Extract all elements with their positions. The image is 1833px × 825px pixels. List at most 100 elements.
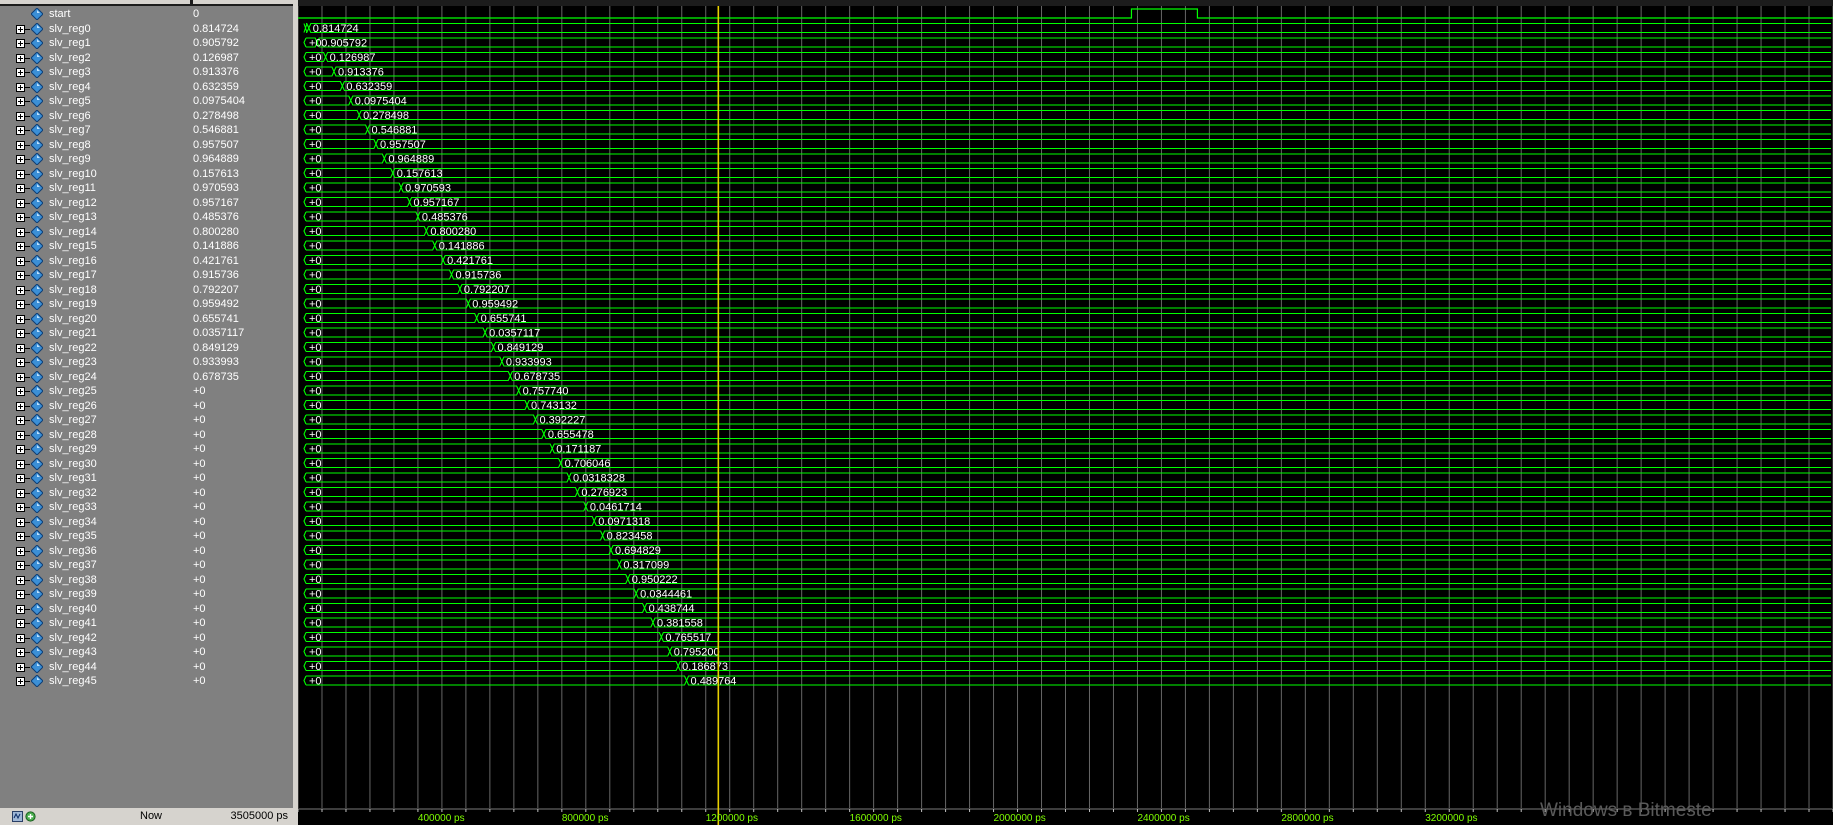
signal-row-slv_reg27[interactable]: slv_reg27 — [0, 412, 190, 429]
expand-icon[interactable] — [16, 619, 25, 628]
waveform-slv_reg35[interactable]: +0 0.823458 — [303, 530, 1831, 543]
value-row-slv_reg33[interactable]: +0 — [190, 499, 293, 516]
waveform-slv_reg22[interactable]: +0 0.849129 — [303, 341, 1831, 354]
signal-row-slv_reg13[interactable]: slv_reg13 — [0, 209, 190, 226]
expand-icon[interactable] — [16, 488, 25, 498]
bus-transition[interactable] — [303, 472, 1831, 483]
bus-transition[interactable] — [303, 414, 1831, 425]
signal-row-slv_reg16[interactable]: slv_reg16 — [0, 253, 190, 270]
expand-icon[interactable] — [16, 300, 25, 309]
signal-row-slv_reg5[interactable]: slv_reg5 — [0, 93, 190, 110]
waveform-slv_reg16[interactable]: +0 0.421761 — [303, 254, 1831, 267]
value-row-slv_reg45[interactable]: +0 — [190, 673, 293, 690]
signal-row-slv_reg4[interactable]: slv_reg4 — [0, 79, 190, 96]
signal-name-pane[interactable]: start slv_reg0 slv_reg1 slv_reg2 slv_reg3 slv… — [0, 6, 190, 808]
value-row-slv_reg36[interactable]: +0 — [190, 543, 293, 560]
bus-transition[interactable] — [303, 617, 1831, 628]
expand-icon[interactable] — [16, 169, 25, 179]
expand-icon[interactable] — [16, 82, 25, 92]
signal-row-slv_reg6[interactable]: slv_reg6 — [0, 108, 190, 125]
waveform-slv_reg45[interactable]: +0 0.489764 — [303, 675, 1831, 688]
value-row-slv_reg6[interactable]: 0.278498 — [190, 108, 293, 125]
expand-icon[interactable] — [16, 503, 25, 512]
expand-icon[interactable] — [16, 387, 25, 396]
bus-transition[interactable] — [303, 486, 1831, 498]
bus-transition[interactable] — [303, 544, 1831, 556]
signal-row-slv_reg17[interactable]: slv_reg17 — [0, 267, 190, 284]
value-row-slv_reg18[interactable]: 0.792207 — [190, 282, 293, 299]
value-row-slv_reg19[interactable]: 0.959492 — [190, 296, 293, 313]
bus-transition[interactable] — [303, 312, 1831, 324]
expand-icon[interactable] — [16, 416, 25, 425]
pane-divider[interactable] — [293, 0, 298, 825]
waveform-slv_reg5[interactable]: +0 0.0975404 — [303, 95, 1831, 108]
expand-icon[interactable] — [16, 53, 25, 63]
bus-transition[interactable] — [303, 51, 1831, 63]
expand-icon[interactable] — [16, 68, 25, 77]
bus-transition[interactable] — [303, 211, 1831, 222]
waveform-slv_reg44[interactable]: +0 0.186873 — [303, 660, 1831, 673]
value-row-slv_reg35[interactable]: +0 — [190, 528, 293, 545]
bus-transition[interactable] — [303, 631, 1831, 643]
value-row-slv_reg0[interactable]: 0.814724 — [190, 21, 293, 38]
waveform-slv_reg1[interactable]: +0 0.905792 — [303, 37, 1831, 50]
signal-row-slv_reg24[interactable]: slv_reg24 — [0, 369, 190, 386]
signal-row-slv_reg32[interactable]: slv_reg32 — [0, 485, 190, 502]
waveform-slv_reg2[interactable]: +0 0.126987 — [303, 51, 1831, 64]
bus-transition[interactable] — [303, 124, 1831, 135]
bus-transition[interactable] — [303, 225, 1831, 237]
waveform-slv_reg10[interactable]: +0 0.157613 — [303, 167, 1831, 180]
bus-transition[interactable] — [303, 80, 1831, 92]
value-row-slv_reg8[interactable]: 0.957507 — [190, 137, 293, 154]
signal-row-slv_reg36[interactable]: slv_reg36 — [0, 543, 190, 560]
value-row-slv_reg21[interactable]: 0.0357117 — [190, 325, 293, 342]
value-row-slv_reg39[interactable]: +0 — [190, 586, 293, 603]
expand-icon[interactable] — [16, 561, 25, 570]
signal-row-slv_reg31[interactable]: slv_reg31 — [0, 470, 190, 487]
expand-icon[interactable] — [16, 242, 25, 251]
waveform-slv_reg13[interactable]: +0 0.485376 — [303, 211, 1831, 224]
expand-icon[interactable] — [16, 126, 25, 135]
value-row-slv_reg2[interactable]: 0.126987 — [190, 50, 293, 67]
expand-icon[interactable] — [16, 329, 25, 338]
expand-icon[interactable] — [16, 111, 25, 121]
waveform-slv_reg24[interactable]: +0 0.678735 — [303, 370, 1831, 383]
value-row-slv_reg43[interactable]: +0 — [190, 644, 293, 661]
waveform-slv_reg34[interactable]: +0 0.0971318 — [303, 515, 1831, 528]
expand-icon[interactable] — [16, 314, 25, 324]
signal-row-slv_reg21[interactable]: slv_reg21 — [0, 325, 190, 342]
value-row-slv_reg23[interactable]: 0.933993 — [190, 354, 293, 371]
waveform-slv_reg28[interactable]: +0 0.655478 — [303, 428, 1831, 441]
signal-row-slv_reg20[interactable]: slv_reg20 — [0, 311, 190, 328]
expand-icon[interactable] — [16, 358, 25, 367]
signal-row-slv_reg7[interactable]: slv_reg7 — [0, 122, 190, 139]
value-row-slv_reg25[interactable]: +0 — [190, 383, 293, 400]
expand-icon[interactable] — [16, 256, 25, 266]
value-row-slv_reg26[interactable]: +0 — [190, 398, 293, 415]
wave-add-icon[interactable] — [12, 811, 23, 822]
expand-icon[interactable] — [16, 677, 25, 686]
value-row-slv_reg29[interactable]: +0 — [190, 441, 293, 458]
signal-row-slv_reg29[interactable]: slv_reg29 — [0, 441, 190, 458]
signal-row-slv_reg28[interactable]: slv_reg28 — [0, 427, 190, 444]
value-row-slv_reg5[interactable]: 0.0975404 — [190, 93, 293, 110]
waveform-slv_reg32[interactable]: +0 0.276923 — [303, 486, 1831, 499]
value-row-slv_reg22[interactable]: 0.849129 — [190, 340, 293, 357]
value-row-start[interactable]: 0 — [190, 6, 293, 23]
start-pulse[interactable] — [298, 8, 1833, 19]
waveform-slv_reg9[interactable]: +0 0.964889 — [303, 153, 1831, 166]
value-row-slv_reg20[interactable]: 0.655741 — [190, 311, 293, 328]
expand-icon[interactable] — [16, 155, 25, 164]
bus-transition[interactable] — [303, 660, 1831, 672]
signal-row-slv_reg39[interactable]: slv_reg39 — [0, 586, 190, 603]
bus-transition[interactable] — [303, 341, 1831, 353]
value-row-slv_reg30[interactable]: +0 — [190, 456, 293, 473]
value-row-slv_reg32[interactable]: +0 — [190, 485, 293, 502]
waveform-slv_reg17[interactable]: +0 0.915736 — [303, 269, 1831, 282]
bus-transition[interactable] — [303, 573, 1831, 585]
signal-row-slv_reg11[interactable]: slv_reg11 — [0, 180, 190, 197]
expand-icon[interactable] — [16, 97, 25, 106]
signal-row-slv_reg23[interactable]: slv_reg23 — [0, 354, 190, 371]
waveform-start[interactable] — [298, 8, 1833, 19]
value-row-slv_reg3[interactable]: 0.913376 — [190, 64, 293, 81]
